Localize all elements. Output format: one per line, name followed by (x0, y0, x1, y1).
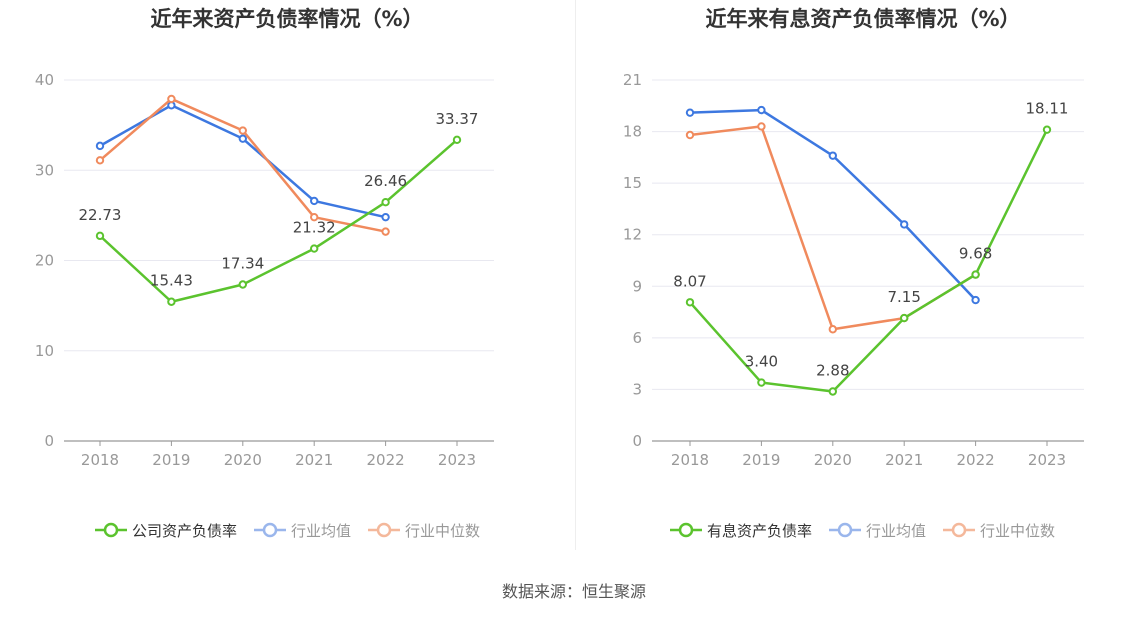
legend-label-company: 有息资产负债率 (706, 521, 812, 540)
y-tick-label: 40 (35, 71, 54, 89)
data-label: 3.40 (745, 353, 778, 371)
data-label: 26.46 (364, 172, 407, 190)
legend-right: 有息资产负债率 行业均值 行业中位数 (576, 516, 1148, 544)
legend-marker-company (669, 522, 702, 538)
legend-marker-company (94, 522, 127, 538)
data-point-company[interactable] (1042, 125, 1052, 134)
data-point-median[interactable] (828, 325, 837, 334)
data-point-median[interactable] (167, 94, 176, 104)
data-point-avg[interactable] (685, 108, 695, 117)
data-point-median[interactable] (381, 227, 390, 236)
data-label: 8.07 (673, 272, 706, 290)
legend-label-avg: 行业均值 (290, 521, 351, 540)
x-tick-label: 2022 (367, 451, 405, 469)
data-point-avg[interactable] (757, 105, 766, 115)
data-point-avg[interactable] (900, 220, 909, 229)
data-point-avg[interactable] (95, 141, 105, 151)
data-point-company[interactable] (828, 387, 837, 396)
chart-title-right: 近年来有息资产负债率情况（%） (705, 7, 1021, 31)
data-point-median[interactable] (310, 212, 319, 222)
data-point-company[interactable] (238, 280, 248, 289)
series-line-median (99, 97, 386, 233)
data-point-avg[interactable] (238, 134, 248, 143)
x-tick-label: 2021 (295, 451, 333, 469)
x-tick-label: 2021 (885, 451, 923, 469)
chart-divider (575, 0, 576, 550)
data-point-company[interactable] (900, 313, 909, 323)
data-label: 33.37 (436, 110, 479, 128)
y-tick-label: 30 (35, 161, 54, 179)
data-label: 22.73 (79, 206, 122, 224)
data-point-avg[interactable] (971, 295, 980, 305)
y-tick-label: 15 (623, 174, 642, 192)
y-tick-label: 18 (623, 123, 642, 141)
data-point-company[interactable] (971, 270, 980, 279)
x-tick-label: 2020 (224, 451, 262, 469)
data-point-company[interactable] (310, 244, 319, 253)
data-source-text: 数据来源：恒生聚源 (501, 582, 646, 601)
data-label: 18.11 (1026, 100, 1069, 118)
data-point-company[interactable] (757, 378, 766, 387)
data-label: 21.32 (293, 219, 336, 237)
y-tick-label: 0 (632, 432, 642, 450)
legend-marker-avg (253, 522, 286, 538)
series-line-company (99, 138, 458, 303)
debt-ratio-chart: 0 10 20 30 40 2018 2019 2020 2021 2022 2023 22.73 15… (35, 71, 494, 469)
legend-label-company: 公司资产负债率 (131, 521, 237, 540)
y-tick-label: 12 (623, 226, 642, 244)
legend-label-median: 行业中位数 (405, 521, 481, 540)
y-tick-label: 9 (632, 277, 642, 295)
data-point-company[interactable] (167, 297, 176, 306)
legend-label-avg: 行业均值 (865, 521, 926, 540)
data-label: 15.43 (150, 272, 193, 290)
data-point-avg[interactable] (828, 151, 837, 160)
y-tick-label: 3 (632, 380, 642, 398)
data-point-avg[interactable] (310, 196, 319, 206)
legend-item-median[interactable]: 行业中位数 (942, 520, 1055, 541)
data-label: 7.15 (887, 288, 920, 306)
x-tick-label: 2018 (81, 451, 119, 469)
data-label: 9.68 (959, 245, 992, 263)
legend-item-company[interactable]: 有息资产负债率 (669, 520, 812, 541)
data-point-median[interactable] (95, 156, 105, 165)
data-point-company[interactable] (95, 231, 105, 241)
interest-debt-ratio-chart: 0 3 6 9 12 15 18 21 2018 2019 2020 2021 2022 2023 8.07… (623, 71, 1084, 469)
legend-marker-avg (828, 522, 861, 538)
data-point-avg[interactable] (381, 212, 390, 222)
data-point-company[interactable] (685, 298, 695, 307)
series-line-company (689, 129, 1049, 393)
y-tick-label: 6 (632, 329, 642, 347)
data-point-company[interactable] (381, 197, 390, 207)
legend-label-median: 行业中位数 (980, 521, 1056, 540)
data-point-company[interactable] (452, 135, 462, 145)
legend-marker-median (943, 522, 975, 538)
chart-title-left: 近年来资产负债率情况（%） (150, 7, 424, 31)
y-tick-label: 21 (623, 71, 642, 89)
legend-item-avg[interactable]: 行业均值 (253, 520, 351, 541)
data-label: 2.88 (816, 361, 849, 379)
data-point-median[interactable] (757, 122, 766, 131)
legend-item-company[interactable]: 公司资产负债率 (94, 520, 237, 541)
y-tick-label: 20 (35, 252, 54, 270)
legend-left: 公司资产负债率 行业均值 行业中位数 (0, 516, 574, 544)
x-tick-label: 2018 (671, 451, 709, 469)
y-tick-label: 10 (35, 342, 54, 360)
data-point-median[interactable] (685, 130, 695, 140)
series-line-avg (689, 108, 977, 301)
x-tick-label: 2023 (438, 451, 476, 469)
legend-marker-median (368, 522, 400, 538)
x-tick-label: 2022 (957, 451, 995, 469)
legend-item-median[interactable]: 行业中位数 (367, 520, 480, 541)
x-tick-label: 2019 (742, 451, 780, 469)
x-tick-label: 2020 (814, 451, 852, 469)
y-tick-label: 0 (44, 432, 54, 450)
legend-item-avg[interactable]: 行业均值 (828, 520, 926, 541)
x-tick-label: 2023 (1028, 451, 1066, 469)
data-label: 17.34 (221, 255, 264, 273)
data-point-median[interactable] (238, 126, 248, 135)
x-tick-label: 2019 (152, 451, 190, 469)
